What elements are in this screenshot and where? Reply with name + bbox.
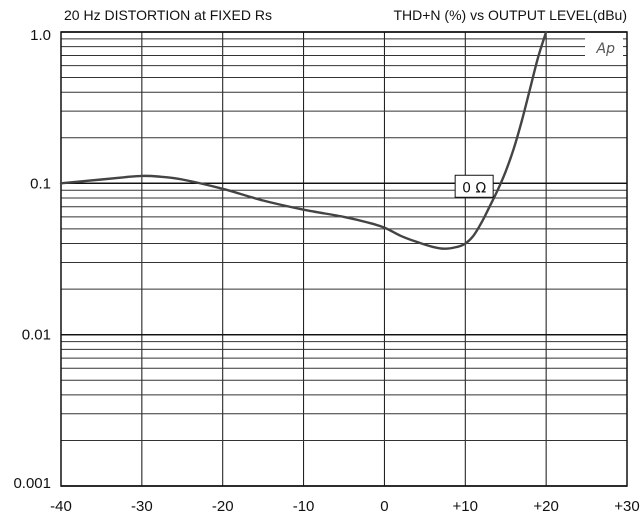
x-tick-label: -40 — [50, 498, 72, 515]
x-tick-label: +10 — [453, 498, 478, 515]
annotation-box — [454, 174, 494, 198]
chart-title-left: 20 Hz DISTORTION at FIXED Rs — [64, 7, 272, 23]
grid — [60, 31, 628, 487]
chart-title-right: THD+N (%) vs OUTPUT LEVEL(dBu) — [393, 7, 627, 23]
y-tick-label: 0.01 — [22, 327, 51, 344]
y-tick-label: 0.1 — [30, 175, 51, 192]
y-tick-label: 1.0 — [30, 27, 51, 44]
x-tick-label: -10 — [293, 498, 315, 515]
ap-logo: Ap — [596, 41, 616, 57]
x-tick-label: +30 — [614, 498, 639, 515]
x-tick-label: +20 — [533, 498, 558, 515]
series-layer — [59, 30, 548, 250]
series-line — [59, 30, 548, 250]
tick-labels: -40 -30 -20 -10 0 +10 +20 +30 0.001 0.01 0.1 1.0 — [13, 27, 639, 515]
logo-backdrop — [585, 36, 623, 58]
annotations: 0 Ω Ap — [454, 36, 623, 198]
annotation-label: 0 Ω — [462, 180, 486, 196]
plot-frame — [60, 31, 628, 487]
x-tick-label: 0 — [380, 498, 388, 515]
x-tick-label: -20 — [212, 498, 234, 515]
y-tick-label: 0.001 — [13, 475, 51, 492]
x-tick-label: -30 — [131, 498, 153, 515]
